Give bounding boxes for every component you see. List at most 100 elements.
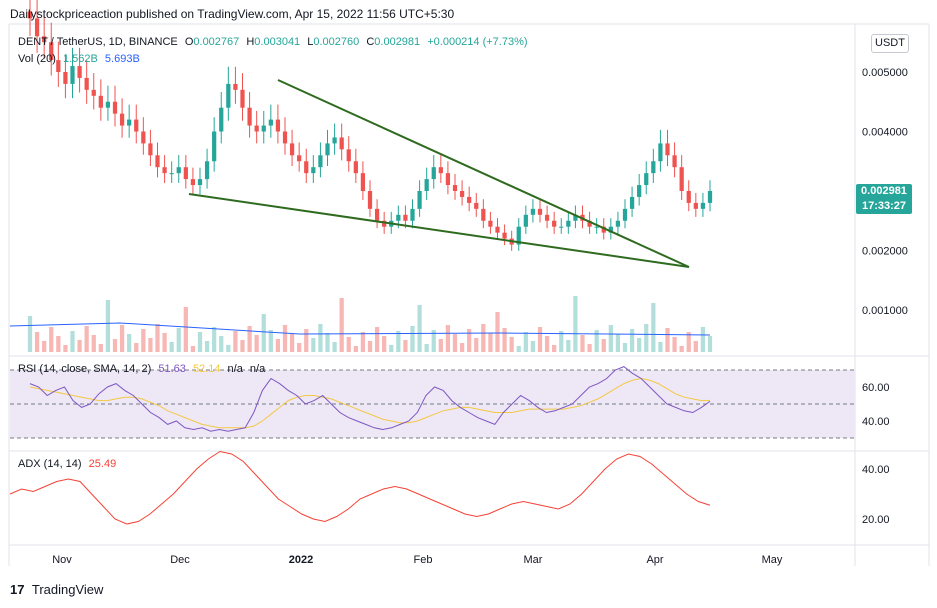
volume-ma-line [9,322,711,336]
volume-bar [91,335,96,352]
volume-bar [297,343,302,352]
candle-body [594,226,599,228]
candle-body [169,173,174,175]
volume-bar [637,338,642,352]
volume-bar [615,334,621,352]
volume-bar [552,345,557,352]
rsi-sma-value: 52.14 [192,363,221,375]
candle-body [502,232,507,239]
candle-body [240,89,245,108]
volume-bar [226,345,231,352]
candle-body [410,208,415,221]
candle-body [537,208,543,215]
close-label: C [366,36,375,48]
price-tick-label: 0.002000 [862,246,908,258]
candle-body [204,161,210,180]
volume-bar [219,336,224,352]
symbol-title[interactable]: DENT / TetherUS, 1D, BINANCE [18,36,178,48]
candle-body [141,131,146,144]
candle-body [148,143,153,156]
candle-body [27,11,33,19]
rsi-label[interactable]: RSI (14, close, SMA, 14, 2) [18,363,152,375]
volume-bar [311,338,316,352]
candle-body [275,119,281,132]
time-tick-label: Feb [414,554,433,566]
candle-body [637,185,642,197]
volume-bar [318,324,323,352]
adx-legend[interactable]: ADX (14, 14) 25.49 [18,458,120,470]
candle-body [84,77,89,90]
volume-bar [396,331,401,352]
volume-bar [665,328,670,352]
symbol-legend[interactable]: DENT / TetherUS, 1D, BINANCE O0.002767 H… [18,36,532,48]
rsi-na-1: n/a [227,363,243,375]
volume-bar [502,328,507,352]
candle-body [495,226,500,233]
volume-legend[interactable]: Vol (20) 1.562B 5.693B [18,53,144,65]
volume-bar [481,324,486,352]
rsi-pane [10,366,855,439]
volume-bar [254,335,259,352]
tradingview-brand[interactable]: TradingView [31,582,104,597]
volume-bar [700,327,706,352]
candle-body [176,167,181,174]
volume-bar [56,336,61,352]
candle-body [197,179,203,186]
candle-body [105,101,111,108]
axes: 0.005000 0.004000 0.002000 0.001000 60.00 40.… [52,67,908,566]
candle-body [403,214,408,221]
adx-label[interactable]: ADX (14, 14) [18,458,82,470]
bar-countdown: 17:33:27 [861,200,907,212]
time-tick-label: Nov [52,554,72,566]
candle-body [431,167,436,180]
candle-body [367,191,373,209]
volume-bar [693,341,698,352]
candle-body [63,72,68,84]
volume-bar [445,325,451,352]
volume-value: 1.562B [62,53,98,65]
volume-bar [389,345,394,352]
time-tick-label: May [762,554,783,566]
candle-body [254,125,259,132]
volume-bar [374,327,380,352]
volume-bar [360,332,366,352]
volume-bar [467,329,472,352]
candle-body [360,173,366,191]
volume-bar [148,338,153,352]
volume-bar [530,341,536,352]
volume-bar [544,336,550,352]
candle-body [467,196,472,203]
currency-button[interactable]: USDT [871,34,909,53]
volume-bar [707,336,713,352]
candle-body [353,161,358,174]
volume-bar [42,341,47,352]
volume-bar [474,338,479,352]
candle-body [311,167,316,174]
candle-body [297,155,302,162]
rsi-legend[interactable]: RSI (14, close, SMA, 14, 2) 51.63 52.14 … [18,363,269,375]
candle-body [56,60,61,72]
volume-bar [346,337,351,352]
candle-body [615,220,621,227]
candle-body [693,202,698,209]
candle-body [672,155,677,168]
candle-body [346,149,351,162]
volume-bar [105,300,111,352]
volume-bar [495,312,500,352]
volume-bar [325,333,330,352]
open-value: 0.002767 [193,36,240,48]
tradingview-footer[interactable]: 17 TradingView [10,582,103,597]
volume-bar [190,346,196,352]
volume-bar [233,331,238,352]
price-tick-label: 0.001000 [862,305,908,317]
candle-body [707,191,713,203]
volume-bar [452,334,458,352]
open-label: O [184,36,194,48]
time-tick-label: Apr [646,554,663,566]
candle-body [318,155,323,168]
volume-label[interactable]: Vol (20) [18,53,56,65]
volume-bar [70,331,75,352]
volume-bar [27,316,33,352]
